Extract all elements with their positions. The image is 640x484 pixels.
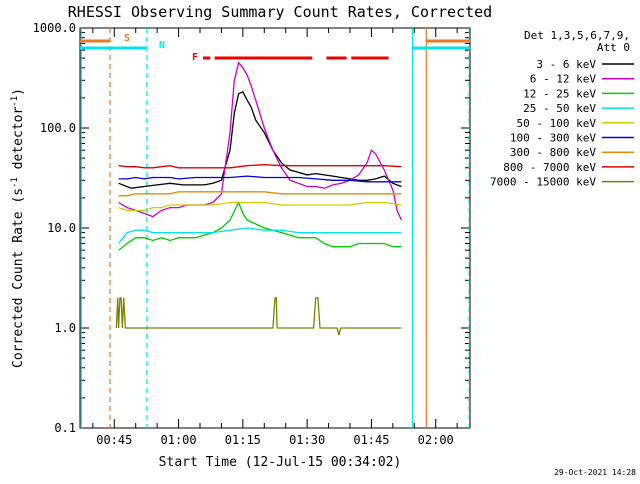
series-line-2: [118, 200, 402, 251]
series-line-0: [118, 90, 402, 189]
plot-frame: [79, 27, 471, 429]
x-tick-label: 01:45: [353, 433, 389, 447]
series-line-3: [118, 227, 402, 244]
y-tick-label: 0.1: [54, 421, 76, 435]
y-tick-label: 1000.0: [33, 21, 76, 35]
x-tick-label: 02:00: [418, 433, 454, 447]
legend-entry-label: 25 - 50 keV: [523, 102, 596, 115]
chart-title: RHESSI Observing Summary Count Rates, Co…: [68, 3, 492, 21]
series-line-8: [115, 297, 402, 336]
series-line-4: [118, 201, 402, 212]
legend-entry-label: 3 - 6 keV: [536, 58, 596, 71]
x-axis-label: Start Time (12-Jul-15 00:34:02): [159, 455, 402, 470]
legend-header-line-2: Att 0: [597, 41, 630, 54]
x-tick-label: 01:00: [161, 433, 197, 447]
y-axis-label-part: Corrected Count Rate (s: [11, 188, 26, 368]
series-line-6: [118, 191, 402, 197]
series-line-5: [118, 175, 402, 183]
legend-entry-label: 12 - 25 keV: [523, 87, 596, 100]
y-tick-label: 100.0: [40, 121, 76, 135]
legend-entry-label: 7000 - 15000 keV: [490, 176, 596, 189]
y-axis-label-part: ): [11, 88, 26, 96]
legend-entry-label: 100 - 300 keV: [510, 132, 596, 145]
legend-entry-label: 300 - 800 keV: [510, 146, 596, 159]
x-tick-label: 01:30: [289, 433, 325, 447]
y-axis-label-part: -1: [10, 177, 20, 188]
legend-entry-label: 50 - 100 keV: [517, 117, 597, 130]
y-tick-label: 10.0: [47, 221, 76, 235]
plot-area: 0.1 1.0 10.0 100.0 1000.0 00:45 01:00 01:15 01:3…: [33, 21, 471, 447]
legend-header-line-1: Det 1,3,5,6,7,9,: [524, 29, 630, 42]
state-label-f: F: [192, 52, 198, 63]
state-label-n: N: [159, 40, 165, 51]
legend-entry-label: 6 - 12 keV: [530, 73, 597, 86]
x-tick-label: 01:15: [225, 433, 261, 447]
state-label-s: S: [124, 33, 130, 44]
y-axis-label-part: detector: [11, 107, 26, 178]
generation-timestamp: 29-Oct-2021 14:28: [554, 468, 636, 477]
series-line-1: [118, 61, 402, 221]
series-line-7: [118, 164, 402, 169]
y-axis-label: Corrected Count Rate (s-1 detector-1): [10, 88, 26, 368]
y-axis-label-part: -1: [10, 96, 20, 107]
x-tick-label: 00:45: [96, 433, 132, 447]
legend-entry-label: 800 - 7000 keV: [503, 161, 596, 174]
y-tick-label: 1.0: [54, 321, 76, 335]
legend: Det 1,3,5,6,7,9, Att 0 3 - 6 keV 6 - 12 k…: [490, 29, 634, 189]
